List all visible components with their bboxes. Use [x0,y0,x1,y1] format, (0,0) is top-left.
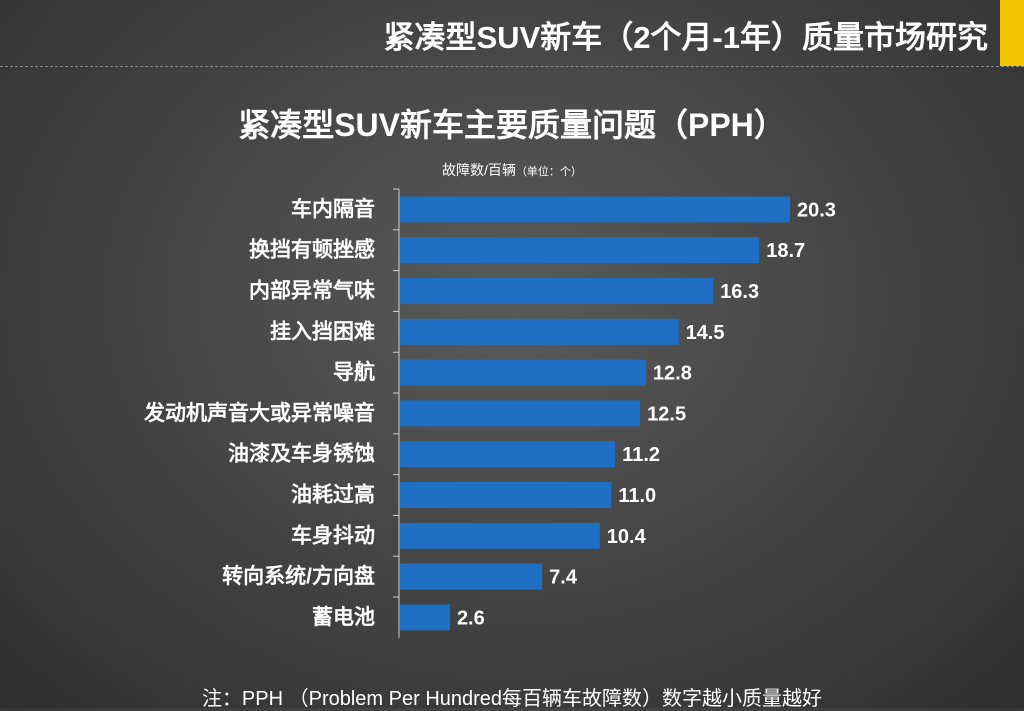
value-label: 20.3 [797,199,836,221]
bar [400,563,543,590]
bar [400,359,646,386]
value-label: 12.8 [653,363,692,385]
report-title: 紧凑型SUV新车（2个月-1年）质量市场研究 [383,20,988,55]
value-label: 14.5 [686,322,725,344]
value-label: 12.5 [647,403,686,425]
footnote: 注：PPH （Problem Per Hundred每百辆车故障数）数字越小质量… [201,688,823,710]
bar [400,278,714,304]
value-label: 16.3 [720,281,759,303]
category-label: 内部异常气味 [249,279,375,303]
unit-label-main: 故障数/百辆 [442,162,516,178]
bar [400,237,760,264]
unit-label-suffix: （单位：个） [515,166,582,178]
category-label: 车内隔音 [291,197,375,221]
unit-label: 故障数/百辆（单位：个） [0,160,1024,180]
category-label: 车身抖动 [291,523,375,547]
bar [400,522,600,549]
category-label: 换挡有顿挫感 [249,238,375,262]
category-label: 发动机声音大或异常噪音 [143,401,375,425]
bar [400,604,450,631]
header-divider [0,66,1024,67]
bar [400,196,790,223]
value-label: 18.7 [766,240,805,262]
bar [400,318,679,345]
category-label: 油耗过高 [291,483,375,507]
category-label: 挂入挡困难 [270,320,375,343]
bar [400,400,641,427]
bar [400,441,616,468]
value-label: 2.6 [457,607,485,629]
value-label: 11.2 [622,444,660,466]
category-label: 导航 [333,360,375,384]
value-label: 10.4 [607,526,647,548]
category-label: 蓄电池 [312,606,375,629]
value-label: 7.4 [549,567,578,589]
header: 紧凑型SUV新车（2个月-1年）质量市场研究 [0,0,1024,66]
bar [400,482,612,508]
accent-bar [1000,0,1024,66]
category-label: 转向系统/方向盘 [222,564,375,588]
chart-title: 紧凑型SUV新车主要质量问题（PPH） [238,107,786,143]
value-label: 11.0 [618,485,656,507]
category-label: 油漆及车身锈蚀 [228,442,375,466]
